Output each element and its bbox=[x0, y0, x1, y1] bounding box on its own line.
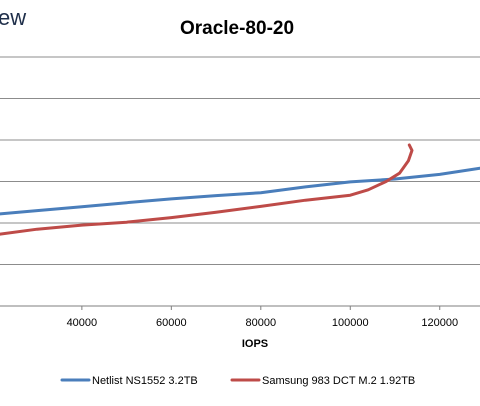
series-line-1 bbox=[0, 166, 480, 216]
legend: Netlist NS1552 3.2TB Samsung 983 DCT M.2 … bbox=[60, 375, 415, 387]
logo-fragment: ew bbox=[0, 5, 26, 30]
legend-label-1: Netlist NS1552 3.2TB bbox=[92, 375, 198, 387]
x-tick-labels: 40000 60000 80000 100000 120000 bbox=[67, 306, 458, 329]
x-axis-label: IOPS bbox=[242, 338, 268, 350]
x-tick-label: 40000 bbox=[67, 317, 98, 329]
chart-title: Oracle-80-20 bbox=[180, 18, 294, 39]
x-tick-label: 60000 bbox=[156, 317, 187, 329]
x-tick-label: 80000 bbox=[246, 317, 277, 329]
x-tick-label: 100000 bbox=[332, 317, 369, 329]
series-line-2 bbox=[0, 143, 414, 236]
x-tick-label: 120000 bbox=[421, 317, 458, 329]
series-lines bbox=[0, 143, 480, 236]
legend-label-2: Samsung 983 DCT M.2 1.92TB bbox=[262, 375, 415, 387]
gridlines bbox=[0, 56, 480, 265]
